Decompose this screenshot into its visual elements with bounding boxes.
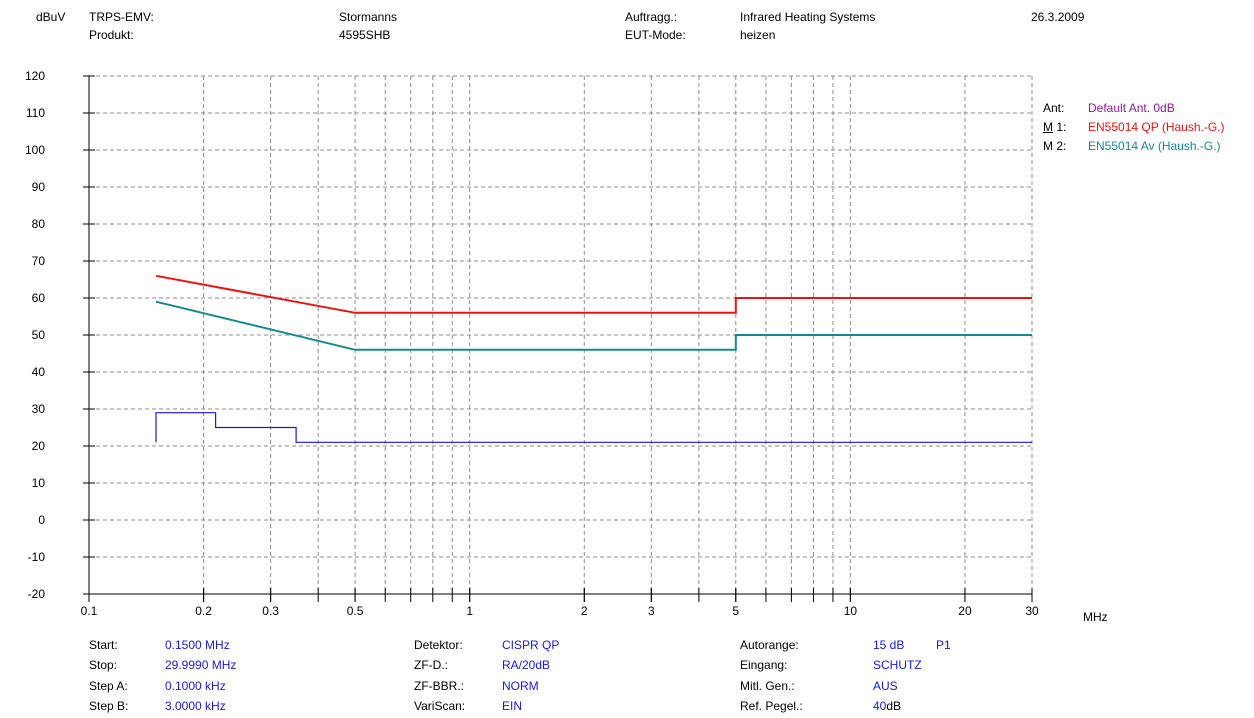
x-tick-label: 1 bbox=[466, 604, 473, 618]
legend-m1-key-num: 1: bbox=[1053, 120, 1067, 134]
y-tick-label: -10 bbox=[28, 550, 46, 564]
y-tick-label: 40 bbox=[32, 365, 46, 379]
autorange-extra: P1 bbox=[936, 638, 951, 652]
plot-frame bbox=[83, 76, 1032, 602]
detektor-label: Detektor: bbox=[414, 638, 463, 652]
y-tick-label: 80 bbox=[32, 217, 46, 231]
trps-emv-label: TRPS-EMV: bbox=[89, 10, 154, 24]
trps-emv-value: Stormanns bbox=[339, 10, 398, 24]
ref-pegel-number: 40 bbox=[873, 699, 887, 713]
x-tick-label: 30 bbox=[1025, 604, 1039, 618]
auftragg-value: Infrared Heating Systems bbox=[740, 10, 876, 24]
series-line-3 bbox=[155, 412, 1032, 443]
zf-bbr-label: ZF-BBR.: bbox=[414, 679, 464, 693]
y-tick-label: 30 bbox=[32, 402, 46, 416]
ref-pegel-label: Ref. Pegel.: bbox=[740, 699, 803, 713]
y-tick-label: -20 bbox=[28, 587, 46, 601]
series-layer bbox=[155, 274, 1032, 443]
detektor-value: CISPR QP bbox=[502, 638, 560, 652]
y-tick-label: 110 bbox=[26, 106, 45, 120]
variscan-value: EIN bbox=[502, 699, 523, 713]
y-tick-label: 20 bbox=[32, 439, 46, 453]
date: 26.3.2009 bbox=[1031, 10, 1085, 24]
x-tick-label: 0.3 bbox=[262, 604, 279, 618]
legend-m2-key: M 2: bbox=[1043, 139, 1067, 153]
zf-bbr-value: NORM bbox=[502, 679, 539, 693]
eut-mode-label: EUT-Mode: bbox=[625, 28, 686, 42]
grid bbox=[89, 75, 1033, 594]
x-unit-label: MHz bbox=[1083, 610, 1108, 624]
x-tick-label: 3 bbox=[648, 604, 655, 618]
eingang-value: SCHUTZ bbox=[873, 658, 922, 672]
legend-m1-key-m: M bbox=[1043, 120, 1053, 134]
legend-m1-text: EN55014 QP (Haush.-G.) bbox=[1088, 120, 1225, 134]
y-tick-label: 90 bbox=[32, 180, 46, 194]
series-line-2 bbox=[155, 300, 1032, 351]
start-label: Start: bbox=[89, 638, 118, 652]
mitl-gen-value: AUS bbox=[873, 679, 898, 693]
x-tick-label: 10 bbox=[844, 604, 858, 618]
y-tick-label: 60 bbox=[32, 291, 46, 305]
x-tick-label: 0.2 bbox=[195, 604, 212, 618]
eut-mode-value: heizen bbox=[740, 28, 776, 42]
ref-pegel-unit: dB bbox=[886, 699, 902, 713]
autorange-value: 15 dB bbox=[873, 638, 905, 652]
ref-pegel-value: 40dB bbox=[873, 699, 901, 713]
autorange-label: Autorange: bbox=[740, 638, 799, 652]
y-tick-label: 70 bbox=[32, 254, 46, 268]
mitl-gen-label: Mitl. Gen.: bbox=[740, 679, 795, 693]
y-tick-label: 10 bbox=[32, 476, 46, 490]
legend-m2-text: EN55014 Av (Haush.-G.) bbox=[1088, 139, 1221, 153]
step-b-label: Step B: bbox=[89, 699, 129, 713]
zf-d-label: ZF-D.: bbox=[414, 658, 448, 672]
stop-label: Stop: bbox=[89, 658, 118, 672]
step-a-value: 0.1000 kHz bbox=[165, 679, 226, 693]
x-tick-label: 0.5 bbox=[347, 604, 364, 618]
y-tick-label: 50 bbox=[32, 328, 46, 342]
step-b-value: 3.0000 kHz bbox=[165, 699, 226, 713]
legend-m1-key: M 1: bbox=[1043, 120, 1066, 134]
x-tick-label: 5 bbox=[732, 604, 739, 618]
produkt-value: 4595SHB bbox=[339, 28, 391, 42]
x-tick-label: 0.1 bbox=[81, 604, 98, 618]
x-tick-label: 2 bbox=[581, 604, 588, 618]
eingang-label: Eingang: bbox=[740, 658, 788, 672]
start-value: 0.1500 MHz bbox=[165, 638, 230, 652]
y-tick-label: 120 bbox=[25, 69, 45, 83]
y-tick-label: 0 bbox=[38, 513, 45, 527]
x-axis: 0.1 0.2 0.3 0.5 1 2 3 5 10 20 30 bbox=[81, 588, 1039, 618]
produkt-label: Produkt: bbox=[89, 28, 134, 42]
legend-ant-text: Default Ant. 0dB bbox=[1088, 101, 1175, 115]
stop-value: 29.9990 MHz bbox=[165, 658, 237, 672]
y-tick-label: 100 bbox=[25, 143, 45, 157]
step-a-label: Step A: bbox=[89, 679, 128, 693]
legend-ant-key: Ant: bbox=[1043, 101, 1065, 115]
zf-d-value: RA/20dB bbox=[502, 658, 551, 672]
variscan-label: VariScan: bbox=[414, 699, 466, 713]
auftragg-label: Auftragg.: bbox=[625, 10, 678, 24]
y-unit-label: dBuV bbox=[36, 10, 66, 24]
series-line-1 bbox=[155, 274, 1032, 314]
x-tick-label: 20 bbox=[958, 604, 972, 618]
